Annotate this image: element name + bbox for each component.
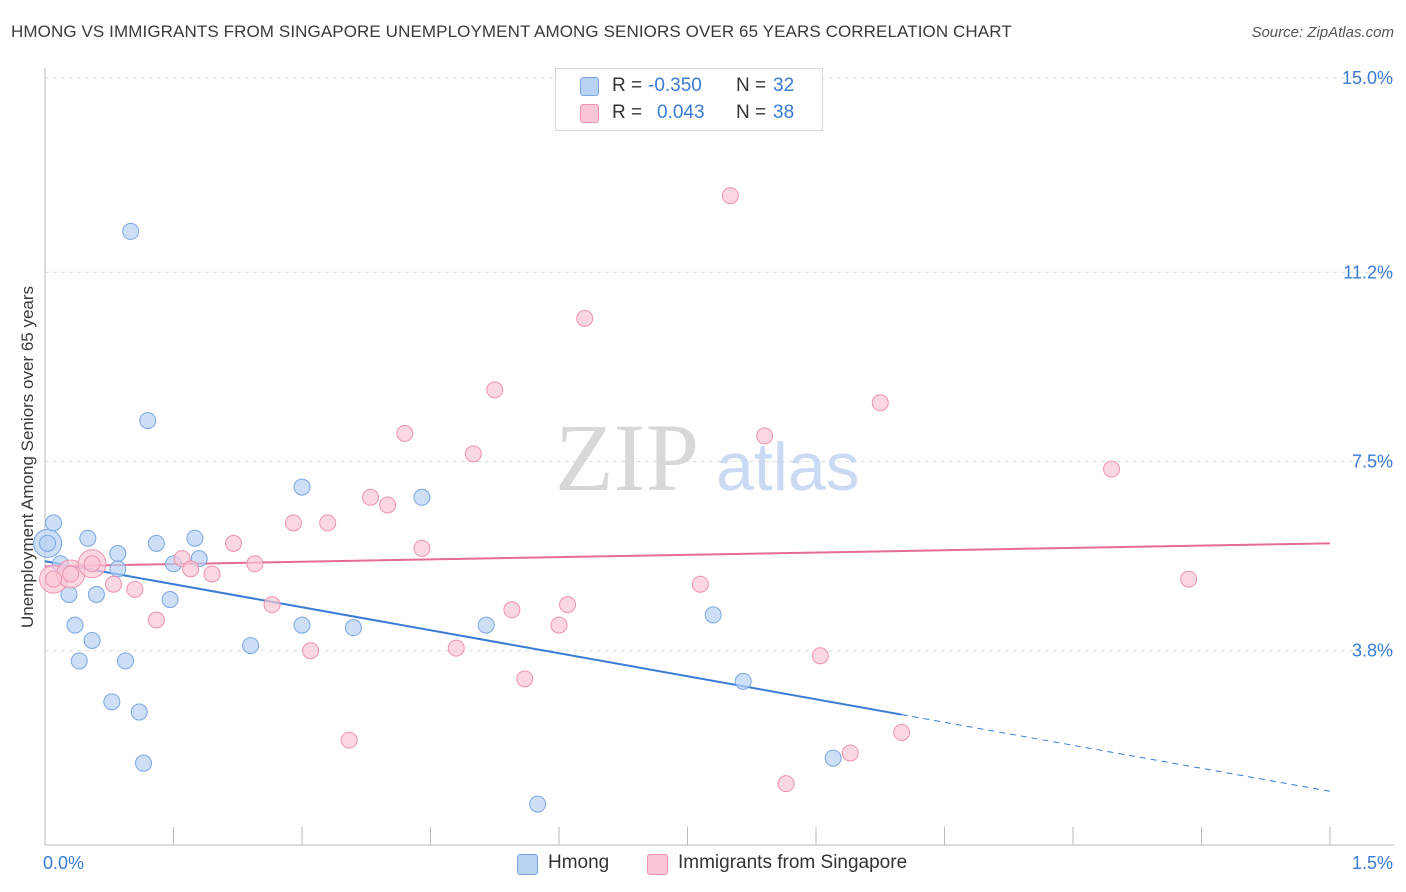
singapore-point — [447, 639, 465, 657]
singapore-point — [182, 560, 200, 578]
hmong-point — [66, 616, 84, 634]
singapore-point — [871, 394, 889, 412]
singapore-point — [284, 514, 302, 532]
legend-label: Immigrants from Singapore — [678, 852, 908, 873]
singapore-point — [811, 647, 829, 665]
watermark-atlas: atlas — [716, 429, 860, 505]
singapore-point — [503, 601, 521, 619]
n-value: 32 — [773, 75, 795, 96]
singapore-point — [721, 187, 739, 205]
singapore-point — [550, 616, 568, 634]
hmong-swatch — [580, 77, 599, 96]
axes — [44, 68, 1394, 846]
hmong-point — [344, 619, 362, 637]
hmong-point — [130, 703, 148, 721]
chart-title: HMONG VS IMMIGRANTS FROM SINGAPORE UNEMP… — [11, 22, 1012, 41]
singapore-point — [516, 670, 534, 688]
singapore-point — [302, 642, 320, 660]
correlation-legend: R = -0.350 N = 32 R = 0.043 N = 38 — [555, 68, 823, 131]
singapore-swatch — [580, 104, 599, 123]
singapore-point — [691, 575, 709, 593]
singapore-point — [126, 580, 144, 598]
legend-label: Hmong — [548, 852, 610, 873]
y-tick-label: 7.5% — [1352, 452, 1393, 472]
singapore-point — [396, 424, 414, 442]
singapore-point — [105, 575, 123, 593]
data-points — [33, 187, 1198, 813]
hmong-point — [413, 488, 431, 506]
r-value: 0.043 — [657, 102, 705, 123]
r-value: -0.350 — [648, 75, 702, 96]
hmong-point — [122, 222, 140, 240]
hmong-swatch — [517, 854, 538, 875]
r-label: R = — [612, 102, 643, 123]
singapore-point — [756, 427, 774, 445]
y-axis-label: Unemployment Among Seniors over 65 years — [18, 286, 37, 628]
y-tick-label: 3.8% — [1352, 641, 1393, 661]
singapore-swatch — [647, 854, 668, 875]
y-tick-label: 15.0% — [1342, 68, 1393, 88]
singapore-point — [263, 596, 281, 614]
singapore-point — [1180, 570, 1198, 588]
hmong-point — [293, 478, 311, 496]
hmong-point — [87, 585, 105, 603]
singapore-point — [246, 555, 264, 573]
trend-lines — [44, 542, 1331, 792]
hmong-point — [477, 616, 495, 634]
hmong-point — [79, 529, 97, 547]
hmong-point — [39, 534, 57, 552]
hmong-point — [734, 672, 752, 690]
watermark-zip: ZIP — [555, 404, 699, 511]
singapore-point — [62, 565, 80, 583]
hmong-point — [117, 652, 135, 670]
n-label: N = — [736, 75, 767, 96]
singapore-point — [777, 775, 795, 793]
singapore-point — [83, 555, 101, 573]
hmong-point — [824, 749, 842, 767]
singapore-point — [1103, 460, 1121, 478]
singapore-point — [224, 534, 242, 552]
singapore-point — [45, 570, 63, 588]
hmong-trend-extension — [901, 714, 1331, 792]
hmong-point — [70, 652, 88, 670]
source-label: Source: ZipAtlas.com — [1251, 24, 1394, 41]
hmong-point — [529, 795, 547, 813]
hmong-trend-line — [44, 560, 902, 716]
hmong-point — [293, 616, 311, 634]
hmong-point — [161, 591, 179, 609]
n-value: 38 — [773, 102, 795, 123]
hmong-point — [139, 412, 157, 430]
hmong-point — [83, 631, 101, 649]
x-tick-label: 1.5% — [1352, 853, 1393, 873]
n-label: N = — [736, 102, 767, 123]
singapore-point — [379, 496, 397, 514]
hmong-point — [45, 514, 63, 532]
r-label: R = — [612, 75, 643, 96]
singapore-point — [147, 611, 165, 629]
singapore-point — [559, 596, 577, 614]
hmong-point — [186, 529, 204, 547]
singapore-point — [319, 514, 337, 532]
hmong-point — [242, 637, 260, 655]
x-tick-label: 0.0% — [43, 853, 84, 873]
singapore-point — [340, 731, 358, 749]
singapore-point — [486, 381, 504, 399]
hmong-point — [147, 534, 165, 552]
hmong-point — [109, 560, 127, 578]
tick-labels: 3.8% 7.5% 11.2% 15.0% 0.0% 1.5% — [43, 68, 1393, 873]
hmong-point — [103, 693, 121, 711]
singapore-point — [203, 565, 221, 583]
singapore-point — [893, 724, 911, 742]
singapore-point — [841, 744, 859, 762]
y-tick-label: 11.2% — [1343, 262, 1393, 282]
singapore-point — [362, 488, 380, 506]
hmong-point — [109, 545, 127, 563]
singapore-point — [413, 539, 431, 557]
singapore-point — [464, 445, 482, 463]
hmong-point — [704, 606, 722, 624]
hmong-point — [135, 754, 153, 772]
watermark: ZIP atlas — [555, 404, 860, 511]
singapore-point — [576, 309, 594, 327]
